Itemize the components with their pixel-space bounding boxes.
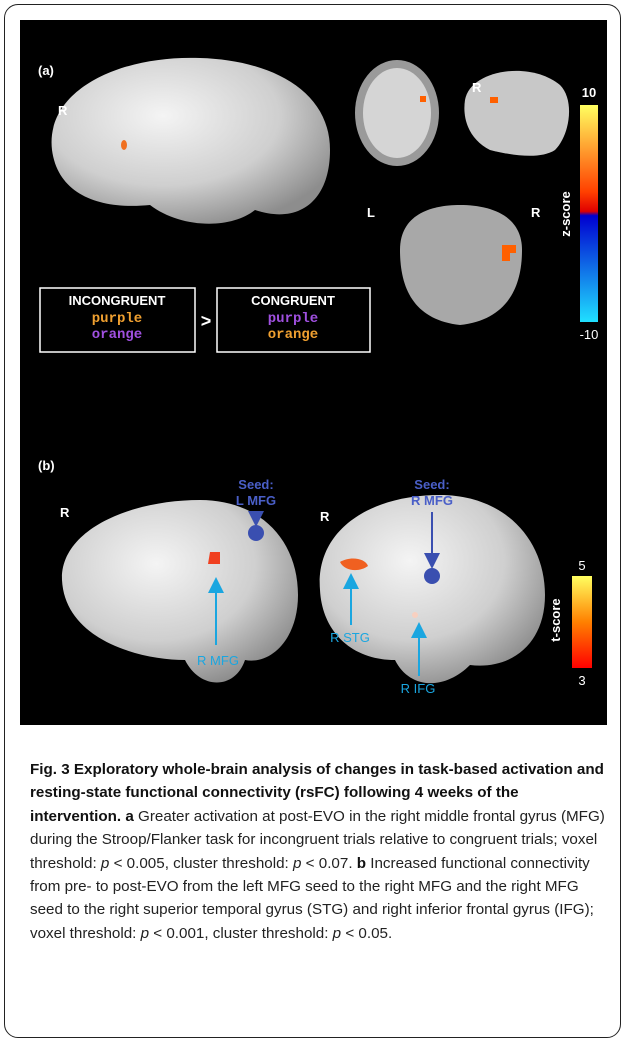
seed-label: Seed: bbox=[414, 477, 449, 492]
region-label: R IFG bbox=[401, 681, 436, 696]
caption-text: < 0.001, cluster threshold: bbox=[149, 924, 333, 942]
region-label: R MFG bbox=[197, 653, 239, 668]
word: purple bbox=[92, 311, 142, 327]
sagittal-slice bbox=[464, 70, 570, 156]
coronal-slice bbox=[400, 205, 522, 325]
incongruent-box bbox=[39, 287, 196, 353]
frame bbox=[4, 4, 621, 1038]
colorbar bbox=[580, 105, 598, 322]
seed-label: L MFG bbox=[236, 493, 276, 508]
panel-ref: a bbox=[125, 807, 134, 825]
caption-text: Greater activation at post-EVO in the ri… bbox=[30, 807, 605, 872]
side-label: R bbox=[531, 205, 541, 220]
italic-symbol: p bbox=[332, 924, 342, 942]
caption-text: < 0.07. bbox=[301, 854, 357, 872]
brain-lateral bbox=[51, 57, 330, 224]
side-label: L bbox=[367, 205, 375, 220]
colorbar-min: -10 bbox=[580, 327, 599, 342]
seed bbox=[248, 525, 264, 541]
italic-symbol: p bbox=[100, 854, 110, 872]
colorbar-max: 5 bbox=[578, 558, 585, 573]
caption-text: Increased functional connectivity from p… bbox=[30, 854, 594, 942]
side-label: R bbox=[60, 505, 70, 520]
colorbar-title: z-score bbox=[558, 191, 573, 237]
seed bbox=[424, 568, 440, 584]
caption-text: < 0.005, cluster threshold: bbox=[109, 854, 293, 872]
side-label: R bbox=[58, 103, 68, 118]
side-label: R bbox=[472, 80, 482, 95]
word: orange bbox=[268, 327, 318, 343]
seed-label: Seed: bbox=[238, 477, 273, 492]
region-label: R STG bbox=[330, 630, 370, 645]
caption: Fig. 3 Exploratory whole-brain analysis … bbox=[30, 758, 610, 945]
panel-label: (b) bbox=[38, 458, 55, 473]
italic-symbol: p bbox=[140, 924, 150, 942]
connectivity bbox=[208, 552, 220, 564]
word: purple bbox=[268, 311, 318, 327]
box-title: INCONGRUENT bbox=[69, 293, 166, 308]
activation bbox=[121, 140, 127, 150]
connectivity bbox=[340, 558, 368, 571]
panel-ref: b bbox=[356, 854, 367, 872]
word: orange bbox=[92, 327, 142, 343]
colorbar-max: 10 bbox=[582, 85, 596, 100]
side-label: R bbox=[320, 509, 330, 524]
figure: (a) R R L R 10 -10 z-score INCONGRUENT p… bbox=[20, 20, 607, 725]
panel-label: (a) bbox=[38, 63, 54, 78]
colorbar bbox=[572, 576, 592, 668]
congruent-box bbox=[216, 287, 371, 353]
italic-symbol: p bbox=[293, 854, 302, 872]
colorbar-title: t-score bbox=[548, 598, 563, 641]
caption-text: < 0.05. bbox=[341, 924, 393, 942]
caption-title: Fig. 3 Exploratory whole-brain analysis … bbox=[30, 761, 604, 825]
brain-medial bbox=[319, 495, 545, 684]
brain-medial bbox=[61, 500, 299, 683]
comparison: > bbox=[201, 311, 212, 331]
colorbar-min: 3 bbox=[578, 673, 585, 688]
seed-label: R MFG bbox=[411, 493, 453, 508]
box-title: CONGRUENT bbox=[251, 293, 335, 308]
